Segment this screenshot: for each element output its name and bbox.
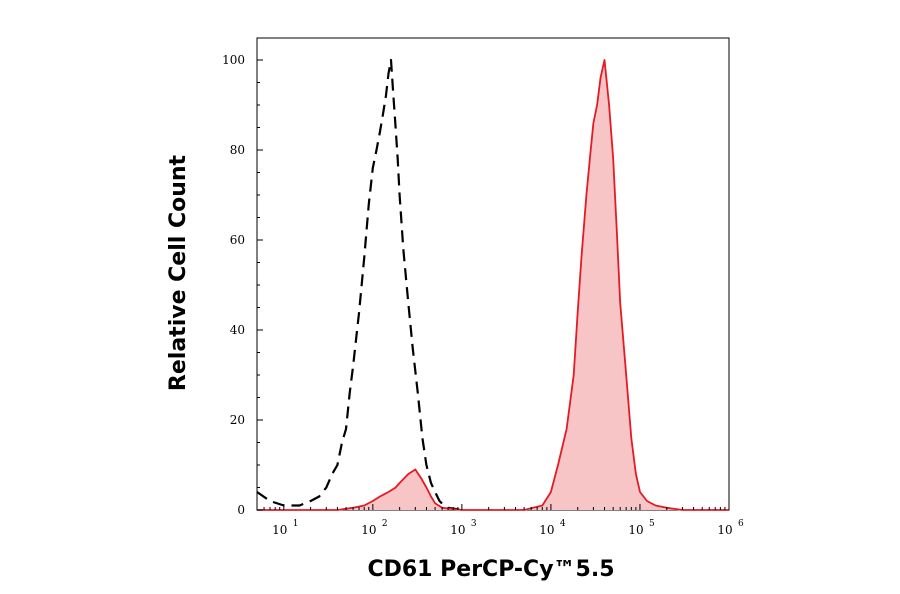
y-axis-ticks: 0 20 40 60 80 100 <box>222 53 263 517</box>
plot-border <box>256 37 730 511</box>
x-tick-label: 10 <box>272 523 287 537</box>
plot-frame <box>256 37 730 511</box>
series-2-line <box>257 59 729 511</box>
x-tick-exponent: 6 <box>738 519 744 529</box>
x-axis-label: CD61 PerCP-Cy™5.5 <box>367 557 614 582</box>
y-tick-label: 60 <box>230 233 245 247</box>
x-tick-label: 10 <box>717 523 732 537</box>
y-tick-label: 100 <box>222 53 245 67</box>
series-layer <box>256 58 729 512</box>
y-tick-label: 20 <box>230 413 245 427</box>
y-tick-label: 80 <box>230 143 245 157</box>
x-tick-exponent: 1 <box>293 519 299 529</box>
x-tick-exponent: 2 <box>382 519 388 529</box>
series-2-fill <box>257 60 729 510</box>
x-tick-label: 10 <box>628 523 643 537</box>
x-tick-label: 10 <box>450 523 465 537</box>
x-tick-label: 10 <box>361 523 376 537</box>
y-axis-label: Relative Cell Count <box>166 154 191 391</box>
x-tick-exponent: 4 <box>560 519 566 529</box>
y-tick-label: 40 <box>230 323 245 337</box>
x-axis-ticks: 10 1 10 2 10 3 10 4 10 5 10 6 <box>256 504 744 537</box>
series-1-line <box>256 58 463 512</box>
x-tick-label: 10 <box>539 523 554 537</box>
y-tick-label: 0 <box>237 503 245 517</box>
x-tick-exponent: 3 <box>471 519 477 529</box>
x-tick-exponent: 5 <box>649 519 655 529</box>
